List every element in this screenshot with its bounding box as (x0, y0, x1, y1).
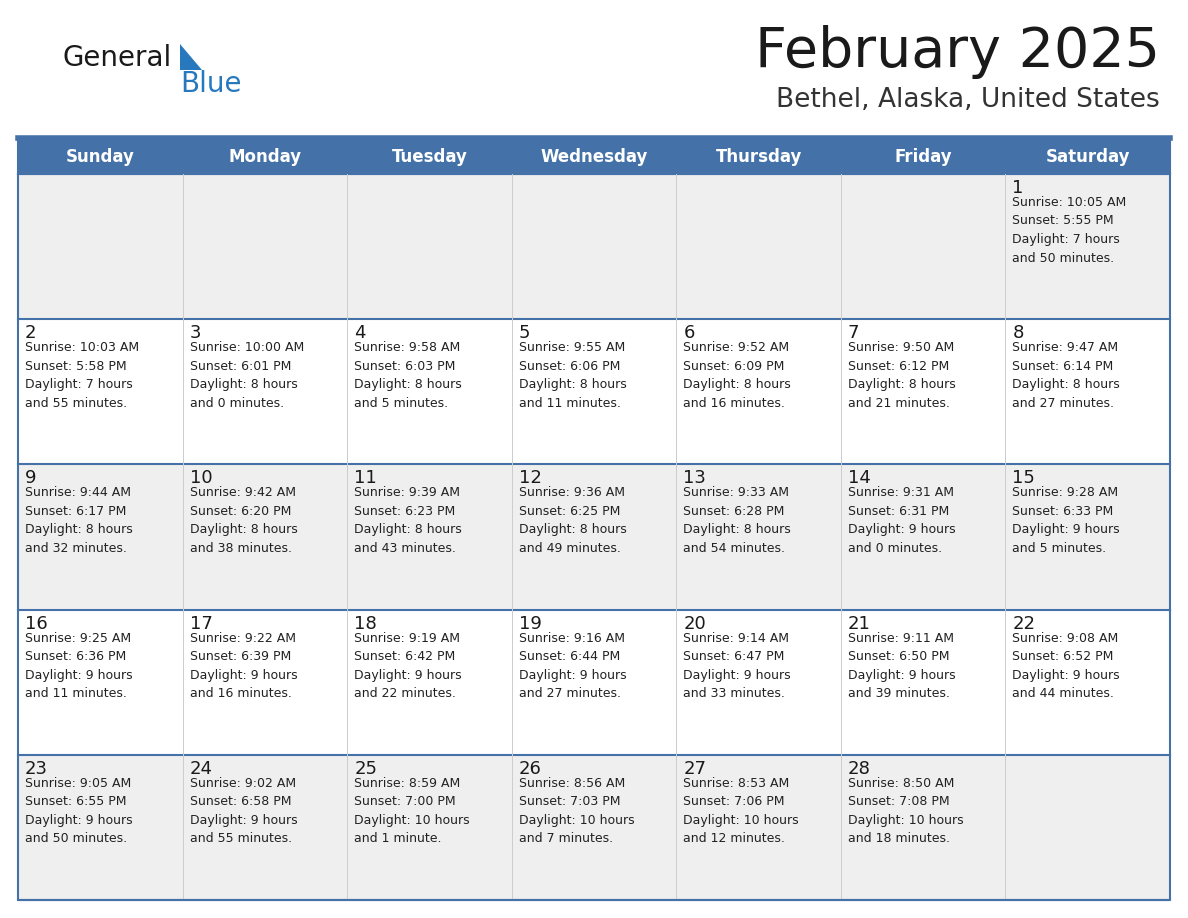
Text: Sunrise: 9:52 AM
Sunset: 6:09 PM
Daylight: 8 hours
and 16 minutes.: Sunrise: 9:52 AM Sunset: 6:09 PM Dayligh… (683, 341, 791, 409)
Text: Sunrise: 9:42 AM
Sunset: 6:20 PM
Daylight: 8 hours
and 38 minutes.: Sunrise: 9:42 AM Sunset: 6:20 PM Dayligh… (190, 487, 297, 554)
Text: Bethel, Alaska, United States: Bethel, Alaska, United States (776, 87, 1159, 113)
Text: Sunrise: 9:02 AM
Sunset: 6:58 PM
Daylight: 9 hours
and 55 minutes.: Sunrise: 9:02 AM Sunset: 6:58 PM Dayligh… (190, 777, 297, 845)
Text: Blue: Blue (181, 70, 241, 98)
Text: 16: 16 (25, 614, 48, 633)
Text: Sunrise: 8:56 AM
Sunset: 7:03 PM
Daylight: 10 hours
and 7 minutes.: Sunrise: 8:56 AM Sunset: 7:03 PM Dayligh… (519, 777, 634, 845)
Text: Sunrise: 9:22 AM
Sunset: 6:39 PM
Daylight: 9 hours
and 16 minutes.: Sunrise: 9:22 AM Sunset: 6:39 PM Dayligh… (190, 632, 297, 700)
Text: 6: 6 (683, 324, 695, 342)
Text: 17: 17 (190, 614, 213, 633)
Text: Sunrise: 10:03 AM
Sunset: 5:58 PM
Daylight: 7 hours
and 55 minutes.: Sunrise: 10:03 AM Sunset: 5:58 PM Daylig… (25, 341, 139, 409)
Bar (18, 140, 1170, 174)
Text: Tuesday: Tuesday (392, 148, 467, 166)
Text: Sunrise: 9:58 AM
Sunset: 6:03 PM
Daylight: 8 hours
and 5 minutes.: Sunrise: 9:58 AM Sunset: 6:03 PM Dayligh… (354, 341, 462, 409)
Text: 3: 3 (190, 324, 201, 342)
Text: 11: 11 (354, 469, 377, 487)
Bar (18, 319, 1170, 465)
Text: 27: 27 (683, 760, 707, 778)
Text: Sunrise: 9:47 AM
Sunset: 6:14 PM
Daylight: 8 hours
and 27 minutes.: Sunrise: 9:47 AM Sunset: 6:14 PM Dayligh… (1012, 341, 1120, 409)
Text: 21: 21 (848, 614, 871, 633)
Text: 26: 26 (519, 760, 542, 778)
Text: Sunrise: 9:25 AM
Sunset: 6:36 PM
Daylight: 9 hours
and 11 minutes.: Sunrise: 9:25 AM Sunset: 6:36 PM Dayligh… (25, 632, 133, 700)
Text: Sunrise: 8:50 AM
Sunset: 7:08 PM
Daylight: 10 hours
and 18 minutes.: Sunrise: 8:50 AM Sunset: 7:08 PM Dayligh… (848, 777, 963, 845)
Text: 7: 7 (848, 324, 859, 342)
Bar (18, 174, 1170, 319)
Text: 8: 8 (1012, 324, 1024, 342)
Text: 24: 24 (190, 760, 213, 778)
Text: Sunrise: 9:08 AM
Sunset: 6:52 PM
Daylight: 9 hours
and 44 minutes.: Sunrise: 9:08 AM Sunset: 6:52 PM Dayligh… (1012, 632, 1120, 700)
Text: 22: 22 (1012, 614, 1036, 633)
Text: Sunrise: 8:59 AM
Sunset: 7:00 PM
Daylight: 10 hours
and 1 minute.: Sunrise: 8:59 AM Sunset: 7:00 PM Dayligh… (354, 777, 469, 845)
Bar (18, 610, 1170, 755)
Text: Sunrise: 9:33 AM
Sunset: 6:28 PM
Daylight: 8 hours
and 54 minutes.: Sunrise: 9:33 AM Sunset: 6:28 PM Dayligh… (683, 487, 791, 554)
Text: 2: 2 (25, 324, 37, 342)
Bar (18, 465, 1170, 610)
Text: Sunrise: 8:53 AM
Sunset: 7:06 PM
Daylight: 10 hours
and 12 minutes.: Sunrise: 8:53 AM Sunset: 7:06 PM Dayligh… (683, 777, 798, 845)
Text: 18: 18 (354, 614, 377, 633)
Text: 9: 9 (25, 469, 37, 487)
Text: Monday: Monday (228, 148, 302, 166)
Bar (18, 755, 1170, 900)
Text: 1: 1 (1012, 179, 1024, 197)
Text: Sunday: Sunday (65, 148, 134, 166)
Text: 28: 28 (848, 760, 871, 778)
Text: 19: 19 (519, 614, 542, 633)
Polygon shape (181, 44, 202, 70)
Text: Sunrise: 10:05 AM
Sunset: 5:55 PM
Daylight: 7 hours
and 50 minutes.: Sunrise: 10:05 AM Sunset: 5:55 PM Daylig… (1012, 196, 1126, 264)
Text: Sunrise: 9:31 AM
Sunset: 6:31 PM
Daylight: 9 hours
and 0 minutes.: Sunrise: 9:31 AM Sunset: 6:31 PM Dayligh… (848, 487, 955, 554)
Text: February 2025: February 2025 (756, 25, 1159, 79)
Text: Sunrise: 9:11 AM
Sunset: 6:50 PM
Daylight: 9 hours
and 39 minutes.: Sunrise: 9:11 AM Sunset: 6:50 PM Dayligh… (848, 632, 955, 700)
Text: Sunrise: 9:50 AM
Sunset: 6:12 PM
Daylight: 8 hours
and 21 minutes.: Sunrise: 9:50 AM Sunset: 6:12 PM Dayligh… (848, 341, 955, 409)
Text: 20: 20 (683, 614, 706, 633)
Text: Saturday: Saturday (1045, 148, 1130, 166)
Text: 4: 4 (354, 324, 366, 342)
Text: Sunrise: 9:55 AM
Sunset: 6:06 PM
Daylight: 8 hours
and 11 minutes.: Sunrise: 9:55 AM Sunset: 6:06 PM Dayligh… (519, 341, 626, 409)
Text: General: General (62, 44, 171, 72)
Text: Sunrise: 9:16 AM
Sunset: 6:44 PM
Daylight: 9 hours
and 27 minutes.: Sunrise: 9:16 AM Sunset: 6:44 PM Dayligh… (519, 632, 626, 700)
Text: 13: 13 (683, 469, 706, 487)
Text: Sunrise: 9:39 AM
Sunset: 6:23 PM
Daylight: 8 hours
and 43 minutes.: Sunrise: 9:39 AM Sunset: 6:23 PM Dayligh… (354, 487, 462, 554)
Text: Sunrise: 9:14 AM
Sunset: 6:47 PM
Daylight: 9 hours
and 33 minutes.: Sunrise: 9:14 AM Sunset: 6:47 PM Dayligh… (683, 632, 791, 700)
Text: 5: 5 (519, 324, 530, 342)
Text: Thursday: Thursday (715, 148, 802, 166)
Text: Sunrise: 10:00 AM
Sunset: 6:01 PM
Daylight: 8 hours
and 0 minutes.: Sunrise: 10:00 AM Sunset: 6:01 PM Daylig… (190, 341, 304, 409)
Text: 12: 12 (519, 469, 542, 487)
Text: Wednesday: Wednesday (541, 148, 647, 166)
Text: Friday: Friday (895, 148, 952, 166)
Text: Sunrise: 9:05 AM
Sunset: 6:55 PM
Daylight: 9 hours
and 50 minutes.: Sunrise: 9:05 AM Sunset: 6:55 PM Dayligh… (25, 777, 133, 845)
Text: 23: 23 (25, 760, 48, 778)
Text: 25: 25 (354, 760, 377, 778)
Text: 15: 15 (1012, 469, 1035, 487)
Text: Sunrise: 9:36 AM
Sunset: 6:25 PM
Daylight: 8 hours
and 49 minutes.: Sunrise: 9:36 AM Sunset: 6:25 PM Dayligh… (519, 487, 626, 554)
Text: Sunrise: 9:44 AM
Sunset: 6:17 PM
Daylight: 8 hours
and 32 minutes.: Sunrise: 9:44 AM Sunset: 6:17 PM Dayligh… (25, 487, 133, 554)
Text: 10: 10 (190, 469, 213, 487)
Text: 14: 14 (848, 469, 871, 487)
Text: Sunrise: 9:28 AM
Sunset: 6:33 PM
Daylight: 9 hours
and 5 minutes.: Sunrise: 9:28 AM Sunset: 6:33 PM Dayligh… (1012, 487, 1120, 554)
Text: Sunrise: 9:19 AM
Sunset: 6:42 PM
Daylight: 9 hours
and 22 minutes.: Sunrise: 9:19 AM Sunset: 6:42 PM Dayligh… (354, 632, 462, 700)
